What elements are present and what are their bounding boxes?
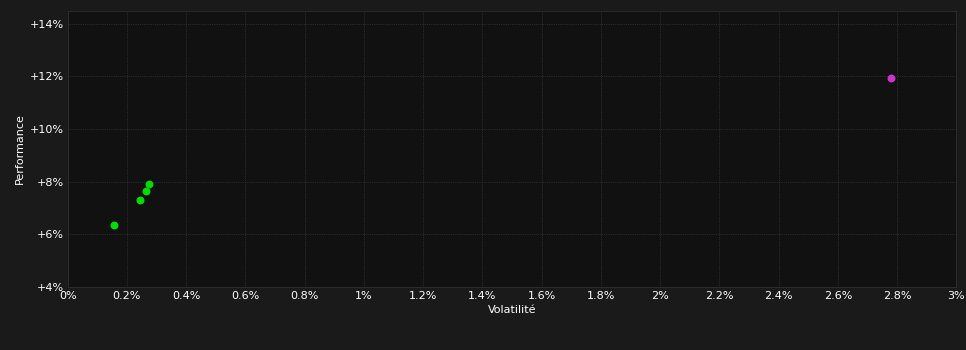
Y-axis label: Performance: Performance: [15, 113, 25, 184]
Point: [138, 188, 154, 194]
Point: [141, 182, 156, 187]
Point: [106, 222, 122, 228]
Point: [132, 197, 148, 203]
Point: [884, 75, 899, 80]
X-axis label: Volatilité: Volatilité: [488, 305, 536, 315]
